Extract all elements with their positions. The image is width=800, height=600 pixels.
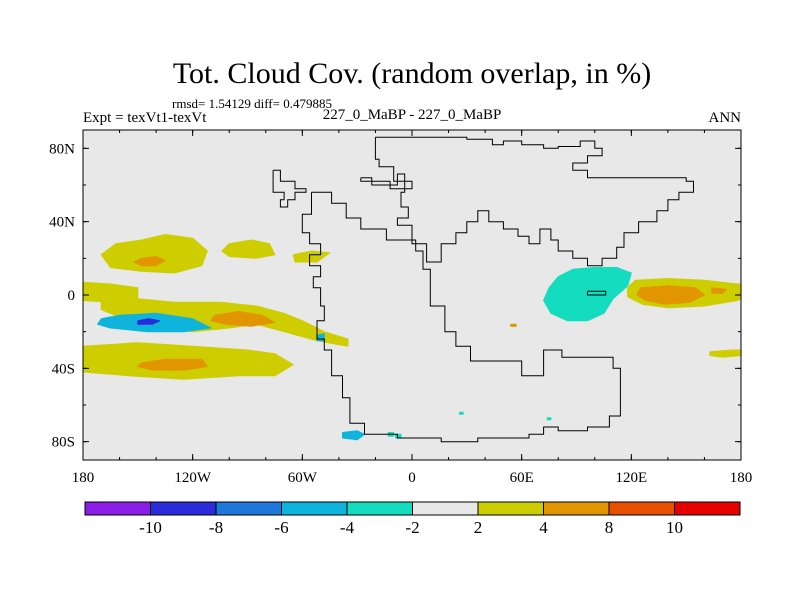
- colorbar-label-8: 10: [666, 518, 683, 537]
- colorbar-swatch-2: [215, 501, 282, 516]
- experiment-label: Expt = texVt1-texVt: [83, 110, 207, 126]
- x-axis: 180 120W 60W 0 60E 120E 180: [72, 130, 753, 486]
- y-tick-label-4: 80S: [52, 435, 75, 451]
- colorbar-label-2: -6: [274, 518, 288, 537]
- contour-region-2: [221, 239, 276, 259]
- y-tick-label-0: 80N: [49, 141, 75, 157]
- y-axis: 80N 40N 0 40S 80S: [49, 141, 741, 451]
- x-tick-label-1: 120W: [174, 470, 212, 486]
- contour-region-0: [100, 234, 208, 274]
- x-tick-label-0: 180: [72, 470, 95, 486]
- continent-outline-4: [587, 290, 607, 296]
- colorbar-label-4: -2: [405, 518, 419, 537]
- contour-region-22: [709, 349, 742, 358]
- colorbar-label-5: 2: [474, 518, 483, 537]
- contour-region-1: [133, 256, 166, 267]
- continent-outline-2: [272, 169, 307, 208]
- continent-outline-0: [374, 136, 694, 267]
- x-tick-label-6: 180: [730, 470, 753, 486]
- colorbar: -10 -8 -6 -4 -2 2 4 8 10: [84, 501, 741, 537]
- colorbar-label-6: 4: [539, 518, 548, 537]
- contour-region-8: [137, 318, 161, 325]
- x-tick-label-3: 0: [408, 470, 416, 486]
- colorbar-swatch-8: [608, 501, 675, 516]
- colorbar-swatch-3: [281, 501, 348, 516]
- x-tick-label-2: 60W: [288, 470, 318, 486]
- contour-regions: [82, 234, 742, 441]
- colorbar-label-0: -10: [139, 518, 162, 537]
- season-label: ANN: [709, 110, 742, 126]
- case-label: 227_0_MaBP - 227_0_MaBP: [323, 107, 502, 123]
- contour-region-20: [636, 285, 705, 305]
- y-tick-label-1: 40N: [49, 215, 75, 231]
- x-tick-label-4: 60E: [510, 470, 534, 486]
- colorbar-swatch-6: [477, 501, 544, 516]
- contour-region-12: [342, 430, 365, 441]
- continent-outline-1: [301, 191, 621, 443]
- contour-region-6: [210, 311, 276, 327]
- x-tick-label-5: 120E: [615, 470, 647, 486]
- map-area: [82, 129, 742, 461]
- stats-line: rmsd= 1.54129 diff= 0.479885: [172, 96, 332, 111]
- y-tick-label-2: 0: [68, 288, 76, 304]
- contour-region-17: [510, 323, 517, 327]
- chart-title: Tot. Cloud Cov. (random overlap, in %): [173, 57, 651, 90]
- contour-region-14: [395, 433, 402, 439]
- contour-region-10: [137, 358, 208, 371]
- colorbar-label-1: -8: [209, 518, 223, 537]
- continent-outlines: [272, 136, 694, 443]
- contour-region-16: [546, 417, 552, 421]
- colorbar-label-3: -4: [340, 518, 355, 537]
- colorbar-swatch-7: [543, 501, 610, 516]
- y-tick-label-3: 40S: [52, 361, 75, 377]
- colorbar-swatch-9: [674, 501, 741, 516]
- contour-region-21: [711, 287, 727, 294]
- contour-region-15: [459, 411, 464, 415]
- contour-region-11: [316, 333, 325, 342]
- colorbar-swatch-1: [150, 501, 217, 516]
- colorbar-swatch-0: [84, 501, 151, 516]
- colorbar-swatch-4: [346, 501, 413, 516]
- continent-outline-3: [360, 173, 413, 190]
- colorbar-label-7: 8: [605, 518, 614, 537]
- colorbar-swatch-5: [412, 501, 479, 516]
